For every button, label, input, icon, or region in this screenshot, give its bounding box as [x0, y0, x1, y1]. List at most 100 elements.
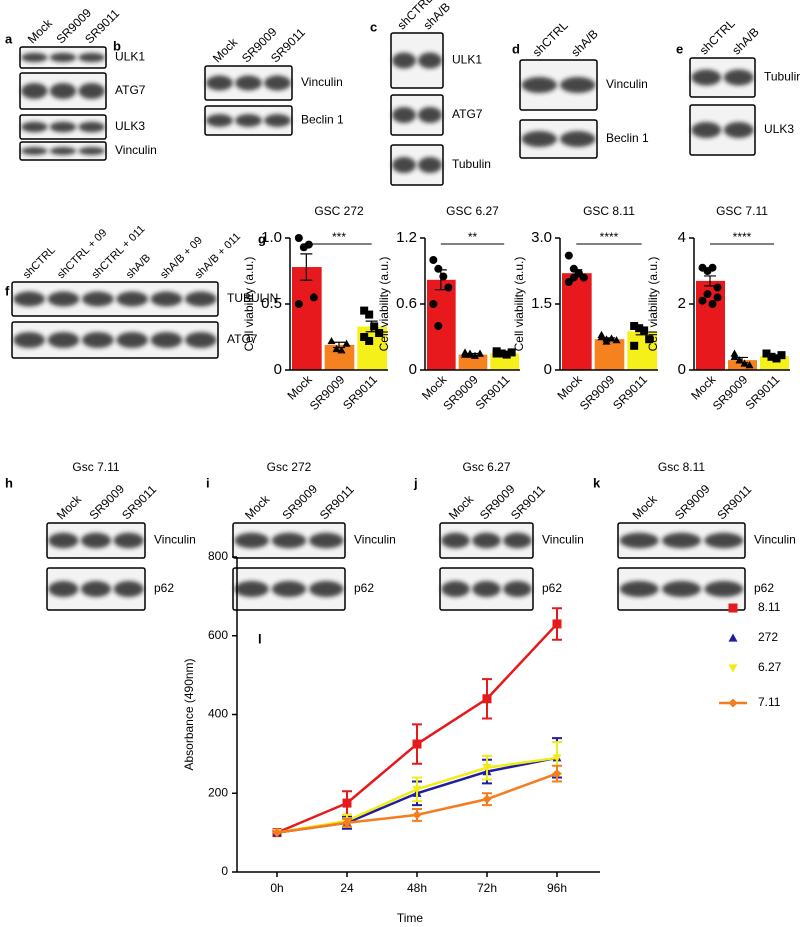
blot-band: [662, 532, 701, 549]
data-point: [309, 293, 318, 302]
error-bar: [333, 341, 345, 349]
panel-letter: e: [676, 41, 683, 56]
x-tick-label: SR9009: [577, 372, 618, 413]
blot-band: [116, 332, 148, 348]
band-label: Vinculin: [542, 533, 584, 547]
blot-band: [271, 581, 307, 597]
blot-band: [206, 75, 233, 91]
blot-band: [47, 291, 80, 307]
y-tick-label: 0.5: [261, 295, 282, 312]
data-point: [645, 335, 654, 344]
x-tick-label: SR9011: [340, 372, 380, 412]
blot-band: [560, 131, 596, 147]
data-point: [272, 828, 282, 838]
blot-band: [234, 532, 269, 549]
data-point: [439, 272, 448, 281]
data-point: [502, 350, 511, 359]
data-point: [597, 330, 606, 338]
data-point: [476, 349, 484, 357]
panel-letter: d: [512, 41, 520, 56]
bar: [324, 344, 355, 370]
data-point: [730, 352, 739, 360]
blot-band: [113, 581, 144, 597]
y-tick-label: 1.2: [396, 229, 417, 246]
blot-band: [234, 581, 269, 597]
data-point: [552, 754, 562, 763]
blot-band: [21, 147, 48, 155]
blot-band: [441, 581, 470, 597]
x-tick-label: SR9011: [610, 372, 650, 412]
blot-title: Gsc 272: [267, 460, 312, 474]
data-point: [713, 293, 722, 302]
blot-band: [560, 77, 596, 93]
data-point: [708, 300, 717, 308]
bar: [292, 267, 322, 370]
panel-letter: j: [413, 475, 418, 490]
blot-band: [264, 114, 291, 127]
band-label: Vinculin: [754, 533, 796, 547]
blot-band: [309, 581, 344, 597]
blot-box: [390, 94, 444, 136]
blot-band: [49, 52, 77, 63]
y-tick-label: 0: [678, 361, 686, 378]
blot-band: [472, 532, 501, 549]
legend-label: 6.27: [758, 660, 782, 674]
data-point: [602, 337, 611, 345]
band-label: TUBULIN: [227, 291, 278, 305]
data-point: [630, 322, 639, 330]
y-tick-label: 0: [409, 361, 417, 378]
x-tick-label: 96h: [547, 881, 567, 895]
blot-band: [78, 83, 105, 99]
y-tick-label: 3.0: [531, 229, 552, 246]
band-label: Vinculin: [115, 143, 157, 157]
blot-band: [21, 52, 48, 63]
y-tick-label: 0: [544, 361, 552, 378]
blot-band: [418, 52, 442, 69]
legend-label: 8.11: [758, 600, 781, 614]
x-axis-label: Time: [397, 911, 424, 925]
band-label: p62: [542, 581, 562, 595]
band-label: Tubulin: [452, 157, 491, 171]
blot-band: [150, 332, 183, 348]
data-point: [337, 346, 346, 354]
lane-label: shA/B: [124, 252, 153, 281]
blot-box: [11, 321, 219, 359]
blot-band: [704, 581, 744, 597]
data-point: [294, 234, 303, 242]
x-tick-label: 24: [340, 881, 354, 895]
chart-title: GSC 8.11: [583, 204, 635, 218]
band-label: p62: [754, 581, 774, 595]
data-point: [332, 344, 341, 353]
blot-band: [392, 157, 416, 173]
blot-band: [704, 532, 744, 549]
blot-band: [662, 581, 701, 597]
chart-title: GSC 6.27: [446, 204, 499, 218]
lane-label: SR9009: [86, 482, 127, 523]
panel-letter: a: [5, 31, 13, 46]
chart-title: GSC 7.11: [716, 204, 768, 218]
blot-band: [418, 107, 442, 123]
data-point: [342, 339, 351, 347]
blot-band: [113, 532, 144, 549]
blot-band: [619, 581, 659, 597]
data-point: [713, 283, 722, 292]
significance-label: ****: [733, 230, 752, 244]
data-point: [294, 300, 303, 308]
data-point: [482, 764, 492, 773]
blot-box: [390, 32, 444, 89]
blot-band: [80, 532, 112, 549]
band-label: p62: [354, 581, 374, 595]
data-point: [635, 324, 644, 333]
blot-box: [689, 104, 756, 156]
blot-box: [11, 281, 219, 317]
blot-band: [503, 532, 532, 549]
lane-label: SR9011: [119, 482, 159, 522]
data-point: [574, 269, 583, 278]
lane-label: SR9009: [279, 482, 320, 523]
y-tick-label: 200: [208, 785, 228, 799]
blot-band: [80, 581, 112, 597]
band-label: Beclin 1: [606, 131, 649, 145]
blot-band: [521, 131, 557, 147]
band-label: Beclin 1: [301, 113, 344, 127]
